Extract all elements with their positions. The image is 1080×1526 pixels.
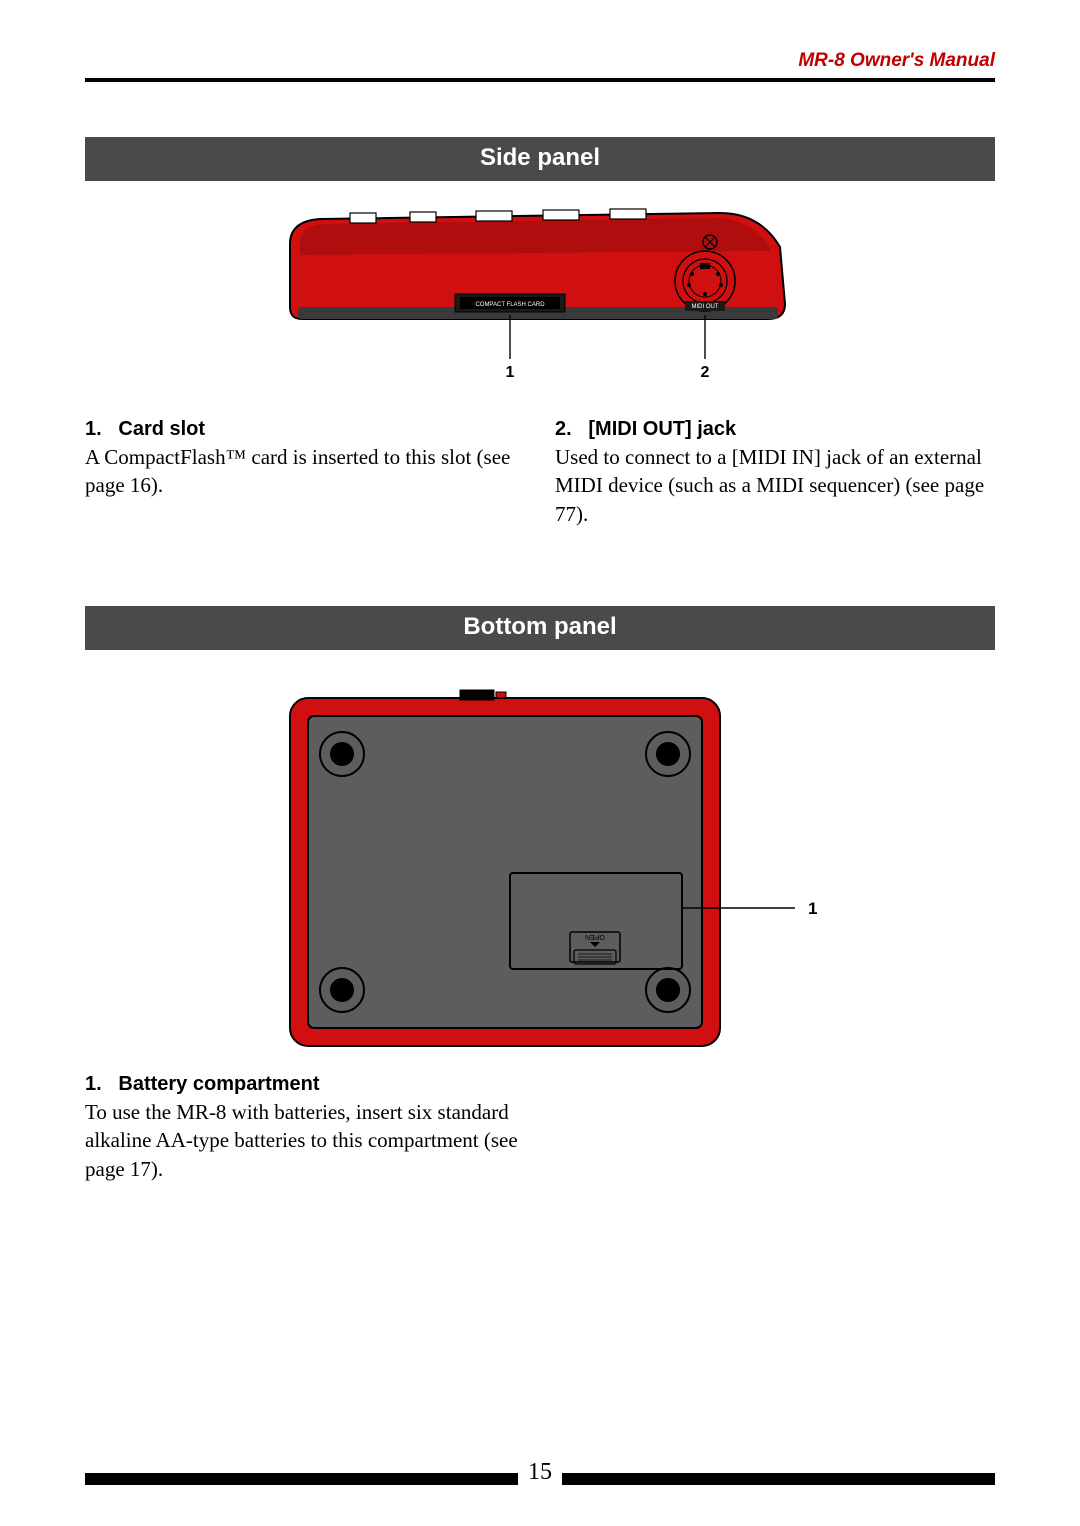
bottom-callout-1: 1 xyxy=(808,899,817,918)
bottom-panel-heading: Bottom panel xyxy=(85,606,995,650)
side-item2-name: [MIDI OUT] jack xyxy=(588,418,736,440)
open-label: OPEN xyxy=(585,933,605,940)
side-item2-body: Used to connect to a [MIDI IN] jack of a… xyxy=(555,443,995,528)
bottom-item1-name: Battery compartment xyxy=(118,1073,319,1095)
page-number: 15 xyxy=(518,1459,562,1486)
midi-label: MIDI OUT xyxy=(692,304,719,310)
cf-label: COMPACT FLASH CARD xyxy=(475,302,545,308)
side-panel-figure: COMPACT FLASH CARD MIDI OUT 1 2 xyxy=(85,199,995,414)
side-item1-name: Card slot xyxy=(118,418,205,440)
bottom-panel-figure: OPEN 1 xyxy=(85,668,995,1073)
side-item2-num: 2. xyxy=(555,418,572,440)
manual-title: MR-8 Owner's Manual xyxy=(85,50,995,72)
bottom-item1-body: To use the MR-8 with batteries, insert s… xyxy=(85,1098,525,1183)
side-panel-heading: Side panel xyxy=(85,137,995,181)
side-item1-num: 1. xyxy=(85,418,102,440)
side-callout-1: 1 xyxy=(506,364,515,381)
side-callout-2: 2 xyxy=(701,364,710,381)
side-item1-body: A CompactFlash™ card is inserted to this… xyxy=(85,443,525,500)
header-rule xyxy=(85,78,995,82)
bottom-item1-num: 1. xyxy=(85,1073,102,1095)
